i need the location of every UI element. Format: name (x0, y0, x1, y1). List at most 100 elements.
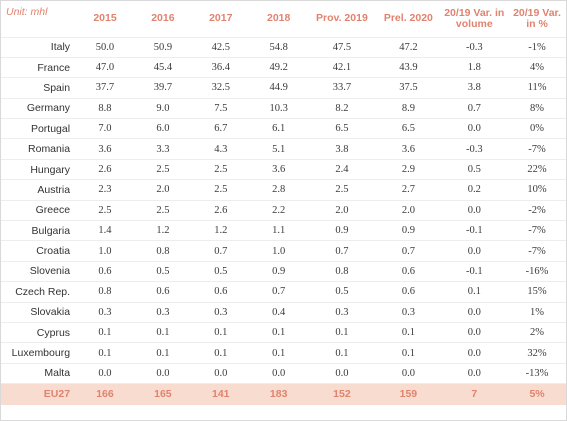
table-cell: 2.5 (191, 179, 250, 201)
table-cell: 0.9 (249, 261, 308, 283)
column-header-prov-2019: Prov. 2019 (307, 1, 377, 38)
country-name: Luxembourg (1, 342, 77, 364)
table-cell: 0.3 (133, 302, 192, 323)
table-row: Portugal 7.0 6.0 6.7 6.1 6.5 6.5 0.0 0% (1, 118, 566, 140)
total-cell: 159 (376, 383, 441, 405)
table-cell: 0.1 (191, 342, 250, 364)
table-cell: 22% (508, 159, 566, 181)
table-cell: 0.0 (191, 363, 250, 385)
table-cell: -7% (508, 240, 566, 262)
table-cell: 1.2 (191, 220, 250, 242)
table-cell: 2.5 (133, 200, 192, 222)
table-cell: 1.1 (249, 220, 308, 242)
table-cell: 1.2 (133, 220, 192, 242)
total-cell: 166 (76, 383, 134, 405)
table-row: Czech Rep. 0.8 0.6 0.6 0.7 0.5 0.6 0.1 15% (1, 281, 566, 303)
table-cell: 8.2 (307, 98, 377, 120)
table-cell: 0.7 (307, 240, 377, 262)
table-cell: 0.6 (133, 281, 192, 303)
table-cell: 0.1 (249, 342, 308, 364)
table-cell: 0.1 (249, 322, 308, 344)
table-cell: 47.0 (76, 57, 134, 79)
table-cell: 0.1 (307, 342, 377, 364)
table-cell: 2.3 (76, 179, 134, 201)
table-row: Slovenia 0.6 0.5 0.5 0.9 0.8 0.6 -0.1 -16% (1, 261, 566, 283)
table-row: Austria 2.3 2.0 2.5 2.8 2.5 2.7 0.2 10% (1, 179, 566, 201)
country-name: Slovenia (1, 261, 77, 283)
table-cell: 1.4 (76, 220, 134, 242)
table-cell: 0.7 (249, 281, 308, 303)
table-cell: 8.8 (76, 98, 134, 120)
table-cell: 0.7 (376, 240, 441, 262)
table-cell: 0.4 (249, 302, 308, 323)
table-cell: 0.1 (191, 322, 250, 344)
table-body: Italy 50.0 50.9 42.5 54.8 47.5 47.2 -0.3 -1% Fran… (1, 37, 566, 405)
table-cell: 0.5 (133, 261, 192, 283)
table-cell: 10.3 (249, 98, 308, 120)
table-cell: 2.5 (133, 159, 192, 181)
table-cell: -0.3 (440, 37, 509, 58)
country-name: Cyprus (1, 322, 77, 344)
table-cell: -16% (508, 261, 566, 283)
table-cell: 0.1 (76, 322, 134, 344)
table-row: Germany 8.8 9.0 7.5 10.3 8.2 8.9 0.7 8% (1, 98, 566, 120)
table-cell: 0.0 (440, 322, 509, 344)
table-cell: 2.5 (76, 200, 134, 222)
table-cell: 44.9 (249, 77, 308, 99)
table-cell: 3.3 (133, 138, 192, 160)
table-cell: 0.9 (307, 220, 377, 242)
table-cell: 47.2 (376, 37, 441, 58)
table-cell: -2% (508, 200, 566, 222)
table-cell: 0.0 (307, 363, 377, 385)
table-cell: 0.8 (133, 240, 192, 262)
table-cell: 2.0 (307, 200, 377, 222)
table-cell: 0.1 (376, 342, 441, 364)
column-header-2016: 2016 (133, 1, 192, 38)
table-cell: 2.5 (191, 159, 250, 181)
table-cell: 0.8 (307, 261, 377, 283)
unit-label: Unit: mhl (1, 1, 77, 38)
column-header-var-percent: 20/19 Var. in % (508, 1, 566, 38)
column-header-2015: 2015 (76, 1, 134, 38)
table-cell: 43.9 (376, 57, 441, 79)
table-cell: 0.0 (440, 342, 509, 364)
table-cell: 6.7 (191, 118, 250, 140)
total-cell: 7 (440, 383, 509, 405)
table-row: Greece 2.5 2.5 2.6 2.2 2.0 2.0 0.0 -2% (1, 200, 566, 222)
table-cell: 32.5 (191, 77, 250, 99)
table-cell: 11% (508, 77, 566, 99)
table-row: Croatia 1.0 0.8 0.7 1.0 0.7 0.7 0.0 -7% (1, 240, 566, 262)
table-cell: 7.0 (76, 118, 134, 140)
table-cell: 1.0 (249, 240, 308, 262)
table-cell: 32% (508, 342, 566, 364)
table-cell: 6.0 (133, 118, 192, 140)
table-cell: 4% (508, 57, 566, 79)
table-cell: 0.9 (376, 220, 441, 242)
table-cell: 3.8 (307, 138, 377, 160)
table-cell: 15% (508, 281, 566, 303)
table-cell: 0.0 (76, 363, 134, 385)
table-cell: 0.0 (440, 118, 509, 140)
table-cell: 39.7 (133, 77, 192, 99)
table-cell: 0.8 (76, 281, 134, 303)
table-cell: 0.6 (376, 281, 441, 303)
country-name: Italy (1, 37, 77, 58)
table-cell: 0.6 (376, 261, 441, 283)
table-cell: 37.7 (76, 77, 134, 99)
country-name: Czech Rep. (1, 281, 77, 303)
country-name: Bulgaria (1, 220, 77, 242)
column-header-prel-2020: Prel. 2020 (376, 1, 441, 38)
table-cell: -7% (508, 138, 566, 160)
country-name: Austria (1, 179, 77, 201)
table-cell: 6.5 (307, 118, 377, 140)
table-cell: 3.6 (376, 138, 441, 160)
total-cell: 165 (133, 383, 192, 405)
table-cell: 2.6 (76, 159, 134, 181)
header-row: Unit: mhl 2015 2016 2017 2018 Prov. 2019… (1, 1, 566, 38)
total-cell: 152 (307, 383, 377, 405)
table-cell: 0.0 (440, 240, 509, 262)
table-cell: 8% (508, 98, 566, 120)
table-row: Italy 50.0 50.9 42.5 54.8 47.5 47.2 -0.3 -1% (1, 37, 566, 58)
table-cell: 2.2 (249, 200, 308, 222)
column-header-2017: 2017 (191, 1, 250, 38)
